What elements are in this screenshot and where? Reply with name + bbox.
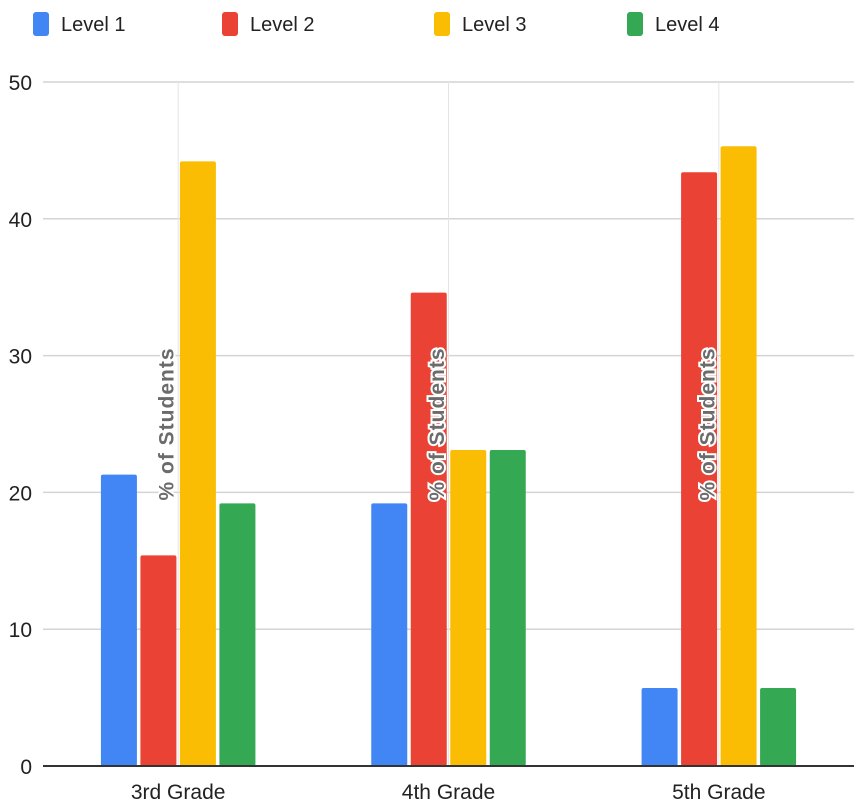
overlay-labels: % of Students % of Students % of Students <box>154 346 722 503</box>
bar-3-level-3 <box>720 146 757 766</box>
legend-label-level-2: Level 2 <box>250 14 315 36</box>
y-tick-label-20: 20 <box>9 482 32 505</box>
bar-2-level-3 <box>450 449 487 766</box>
y-tick-label-30: 30 <box>9 346 32 369</box>
legend-swatch-level-2 <box>222 12 238 36</box>
bar-3-level-2 <box>681 172 718 767</box>
legend-swatch-level-1 <box>33 12 49 36</box>
legend-label-level-1: Level 1 <box>61 14 126 36</box>
legend-label-level-4: Level 4 <box>655 14 720 36</box>
bar-1-level-3 <box>179 161 216 766</box>
legend-label-level-3: Level 3 <box>462 14 527 36</box>
y-tick-label-40: 40 <box>9 209 32 232</box>
bar-1-level-1 <box>100 474 137 766</box>
bar-3-level-4 <box>760 688 797 766</box>
bar-1-level-2 <box>140 555 177 766</box>
y-tick-label-50: 50 <box>9 72 32 95</box>
x-category-label-2: 4th Grade <box>402 781 495 804</box>
y-tick-label-0: 0 <box>20 756 32 779</box>
chart-gridlines <box>43 81 854 766</box>
y-axis-ticks: 0 10 20 30 40 50 <box>9 72 32 779</box>
chart-bars <box>100 146 797 767</box>
bar-3-level-1 <box>641 688 678 766</box>
legend-swatch-level-3 <box>434 12 450 36</box>
bar-2-level-2 <box>410 292 447 766</box>
y-tick-label-10: 10 <box>9 619 32 642</box>
legend-swatch-level-4 <box>627 12 643 36</box>
x-category-label-1: 3rd Grade <box>131 781 226 804</box>
overlay-label-3: % of Students <box>696 348 719 501</box>
overlay-label-2: % of Students <box>426 348 449 501</box>
chart-legend: Level 1 Level 2 Level 3 Level 4 <box>33 12 720 36</box>
bar-2-level-4 <box>489 449 526 766</box>
bar-2-level-1 <box>371 503 408 766</box>
x-category-label-3: 5th Grade <box>672 781 765 804</box>
x-axis-labels: 3rd Grade 4th Grade 5th Grade <box>131 781 766 804</box>
overlay-label-1: % of Students <box>156 348 179 501</box>
bar-1-level-4 <box>219 503 256 766</box>
